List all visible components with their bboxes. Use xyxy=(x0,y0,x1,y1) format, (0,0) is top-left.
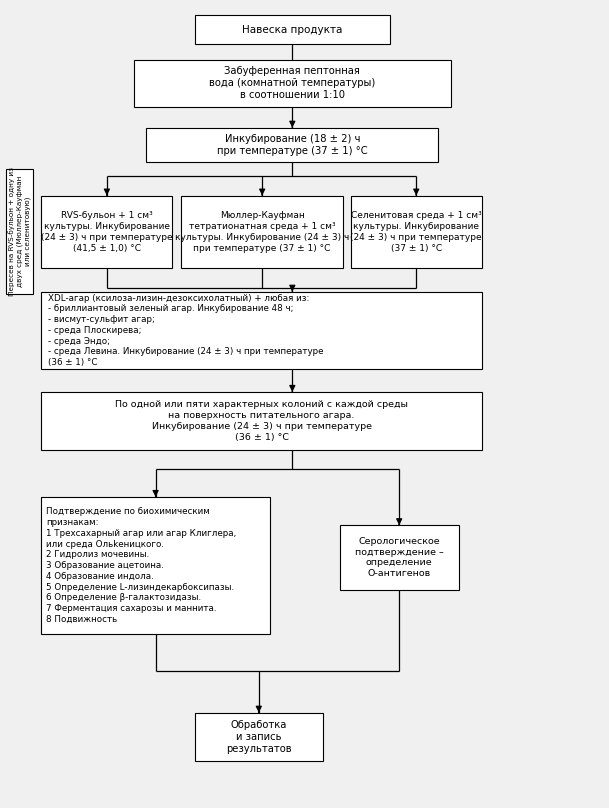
FancyBboxPatch shape xyxy=(41,292,482,369)
FancyBboxPatch shape xyxy=(41,196,172,268)
FancyBboxPatch shape xyxy=(134,60,451,107)
Text: Пересев на RVS-бульон + одну из
двух сред (Мюллер-Кауфман
или селенитовую): Пересев на RVS-бульон + одну из двух сре… xyxy=(9,167,31,296)
FancyBboxPatch shape xyxy=(146,128,438,162)
Text: Инкубирование (18 ± 2) ч
при температуре (37 ± 1) °С: Инкубирование (18 ± 2) ч при температуре… xyxy=(217,133,368,156)
Text: Селенитовая среда + 1 см³
культуры. Инкубирование
(24 ± 3) ч при температуре
(37: Селенитовая среда + 1 см³ культуры. Инку… xyxy=(350,211,482,253)
Text: XDL-агар (ксилоза-лизин-дезоксихолатный) + любая из:
- бриллиантовый зеленый ага: XDL-агар (ксилоза-лизин-дезоксихолатный)… xyxy=(48,294,323,367)
Text: Мюллер-Кауфман
тетратионатная среда + 1 см³
культуры. Инкубирование (24 ± 3) ч
п: Мюллер-Кауфман тетратионатная среда + 1 … xyxy=(175,211,350,253)
Text: Подтверждение по биохимическим
признакам:
1 Трехсахарный агар или агар Клиглера,: Подтверждение по биохимическим признакам… xyxy=(46,507,236,624)
FancyBboxPatch shape xyxy=(351,196,482,268)
FancyBboxPatch shape xyxy=(6,169,33,294)
Text: Серологическое
подтверждение –
определение
О-антигенов: Серологическое подтверждение – определен… xyxy=(355,537,443,579)
FancyBboxPatch shape xyxy=(195,15,390,44)
Text: По одной или пяти характерных колоний с каждой среды
на поверхность питательного: По одной или пяти характерных колоний с … xyxy=(115,400,408,442)
FancyBboxPatch shape xyxy=(340,525,459,590)
Text: RVS-бульон + 1 см³
культуры. Инкубирование
(24 ± 3) ч при температуре
(41,5 ± 1,: RVS-бульон + 1 см³ культуры. Инкубирован… xyxy=(41,211,173,253)
Text: Навеска продукта: Навеска продукта xyxy=(242,25,342,35)
Text: Обработка
и запись
результатов: Обработка и запись результатов xyxy=(226,720,292,754)
Text: Забуференная пептонная
вода (комнатной температуры)
в соотношении 1:10: Забуференная пептонная вода (комнатной т… xyxy=(209,66,375,100)
FancyBboxPatch shape xyxy=(41,497,270,634)
FancyBboxPatch shape xyxy=(41,392,482,450)
FancyBboxPatch shape xyxy=(195,713,323,761)
FancyBboxPatch shape xyxy=(181,196,343,268)
